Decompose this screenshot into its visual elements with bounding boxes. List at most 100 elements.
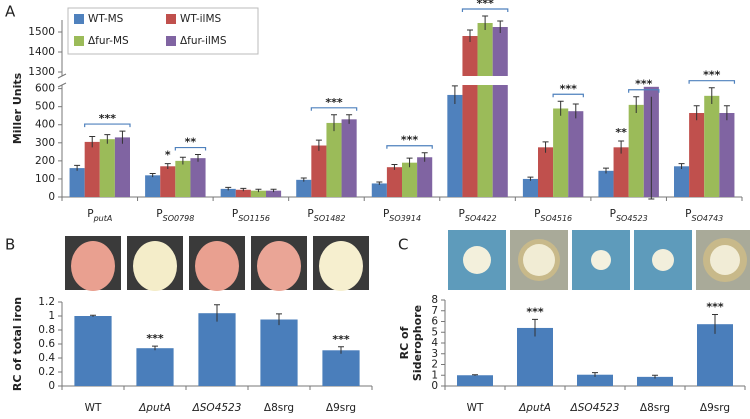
y-tick-label: 600 bbox=[35, 83, 55, 95]
y-tick-label: 8 bbox=[431, 294, 438, 306]
significance-label: ** bbox=[615, 126, 627, 139]
x-tick-label: PSO4523 bbox=[610, 208, 648, 223]
bar bbox=[145, 175, 161, 197]
label-text: ΔputA bbox=[138, 402, 171, 414]
pellet bbox=[71, 241, 115, 291]
bar bbox=[613, 147, 629, 197]
y-tick-label: 0 bbox=[48, 380, 55, 392]
colony bbox=[591, 250, 611, 270]
significance-bracket bbox=[461, 8, 509, 12]
bar bbox=[175, 160, 191, 197]
error-bar bbox=[451, 85, 458, 104]
bar bbox=[674, 166, 690, 197]
y-tick-label: 0.8 bbox=[38, 324, 55, 336]
bar bbox=[477, 85, 493, 197]
colony bbox=[652, 249, 674, 271]
error-bar bbox=[164, 163, 171, 169]
legend-swatch bbox=[74, 14, 84, 24]
significance-bracket bbox=[84, 123, 131, 128]
error-bar bbox=[618, 140, 625, 154]
bar bbox=[296, 179, 312, 197]
error-bar bbox=[195, 154, 201, 162]
axis-break bbox=[57, 82, 67, 88]
legend-label: WT-ilMS bbox=[180, 13, 222, 25]
error-bar bbox=[74, 164, 81, 171]
bar bbox=[220, 188, 236, 197]
bar bbox=[417, 157, 433, 197]
error-bar bbox=[338, 346, 344, 354]
colony bbox=[463, 246, 491, 274]
panel-label: A bbox=[5, 3, 16, 21]
x-tick-label: WT bbox=[85, 402, 102, 414]
panel-label: B bbox=[5, 236, 15, 254]
bar bbox=[577, 374, 613, 386]
error-bar bbox=[152, 345, 158, 351]
bar bbox=[568, 111, 584, 197]
label-prefix: P bbox=[87, 208, 93, 220]
error-bar bbox=[472, 374, 478, 376]
label-text: ΔSO4523 bbox=[192, 402, 242, 414]
bar bbox=[628, 104, 644, 197]
y-tick-label: 500 bbox=[35, 101, 55, 113]
label-text: ΔSO4523 bbox=[570, 402, 620, 414]
bar bbox=[462, 36, 478, 76]
significance-label: *** bbox=[146, 332, 164, 345]
error-bar bbox=[89, 135, 96, 148]
error-bar bbox=[482, 15, 489, 30]
error-bar bbox=[467, 29, 473, 42]
y-tick-label: 100 bbox=[35, 173, 55, 185]
significance-label: ** bbox=[185, 136, 197, 149]
error-bar bbox=[678, 163, 685, 169]
error-bar bbox=[104, 134, 111, 144]
significance-label: *** bbox=[332, 333, 350, 346]
colony bbox=[523, 244, 555, 276]
error-bar bbox=[708, 87, 715, 104]
label-prefix: P bbox=[232, 208, 238, 220]
label-prefix: P bbox=[307, 208, 313, 220]
error-bar bbox=[391, 163, 398, 170]
x-tick-label: Δ9srg bbox=[700, 402, 730, 414]
bar bbox=[198, 313, 236, 386]
bar bbox=[689, 113, 705, 197]
bar bbox=[322, 350, 360, 386]
y-tick-label: 200 bbox=[35, 155, 55, 167]
significance-label: *** bbox=[526, 305, 544, 318]
error-bar bbox=[648, 96, 655, 200]
x-tick-label: ΔSO4523 bbox=[570, 402, 620, 414]
error-bar bbox=[255, 188, 262, 193]
y-tick-label: 7 bbox=[431, 305, 438, 317]
bar bbox=[553, 108, 569, 197]
error-bar bbox=[346, 114, 353, 124]
x-tick-label: Δ8srg bbox=[264, 402, 294, 414]
y-axis-label: Miller Units bbox=[11, 72, 24, 144]
error-bar bbox=[179, 156, 186, 165]
error-bar bbox=[527, 176, 534, 181]
error-bar bbox=[603, 167, 609, 174]
legend: WT-MS WT-ilMS Δfur-MS Δfur-ilMS bbox=[67, 7, 259, 55]
label-prefix: P bbox=[610, 208, 616, 220]
y-tick-label: 300 bbox=[35, 137, 55, 149]
bar bbox=[538, 147, 554, 197]
error-bar bbox=[633, 96, 640, 113]
label-prefix: P bbox=[156, 208, 162, 220]
y-tick-label: 0.2 bbox=[38, 366, 55, 378]
significance-bracket bbox=[174, 146, 207, 151]
significance-bracket bbox=[310, 107, 358, 111]
bar bbox=[402, 162, 418, 197]
x-tick-label: PSO3914 bbox=[383, 208, 421, 223]
bar bbox=[341, 119, 357, 197]
x-tick-label: PSO0798 bbox=[156, 208, 194, 223]
error-bar bbox=[723, 105, 730, 121]
significance-bracket bbox=[628, 89, 660, 93]
label-text: Δ9srg bbox=[326, 402, 356, 414]
x-tick-label: PSO1482 bbox=[307, 208, 345, 223]
error-bar bbox=[90, 314, 96, 317]
y-tick-label: 1 bbox=[48, 310, 55, 322]
label-subscript: SO4516 bbox=[540, 214, 572, 223]
legend-label: Δfur-MS bbox=[88, 35, 129, 47]
x-tick-label: ΔputA bbox=[518, 402, 551, 414]
label-text: WT bbox=[85, 402, 102, 414]
y-axis-label: Siderophore bbox=[411, 305, 424, 381]
